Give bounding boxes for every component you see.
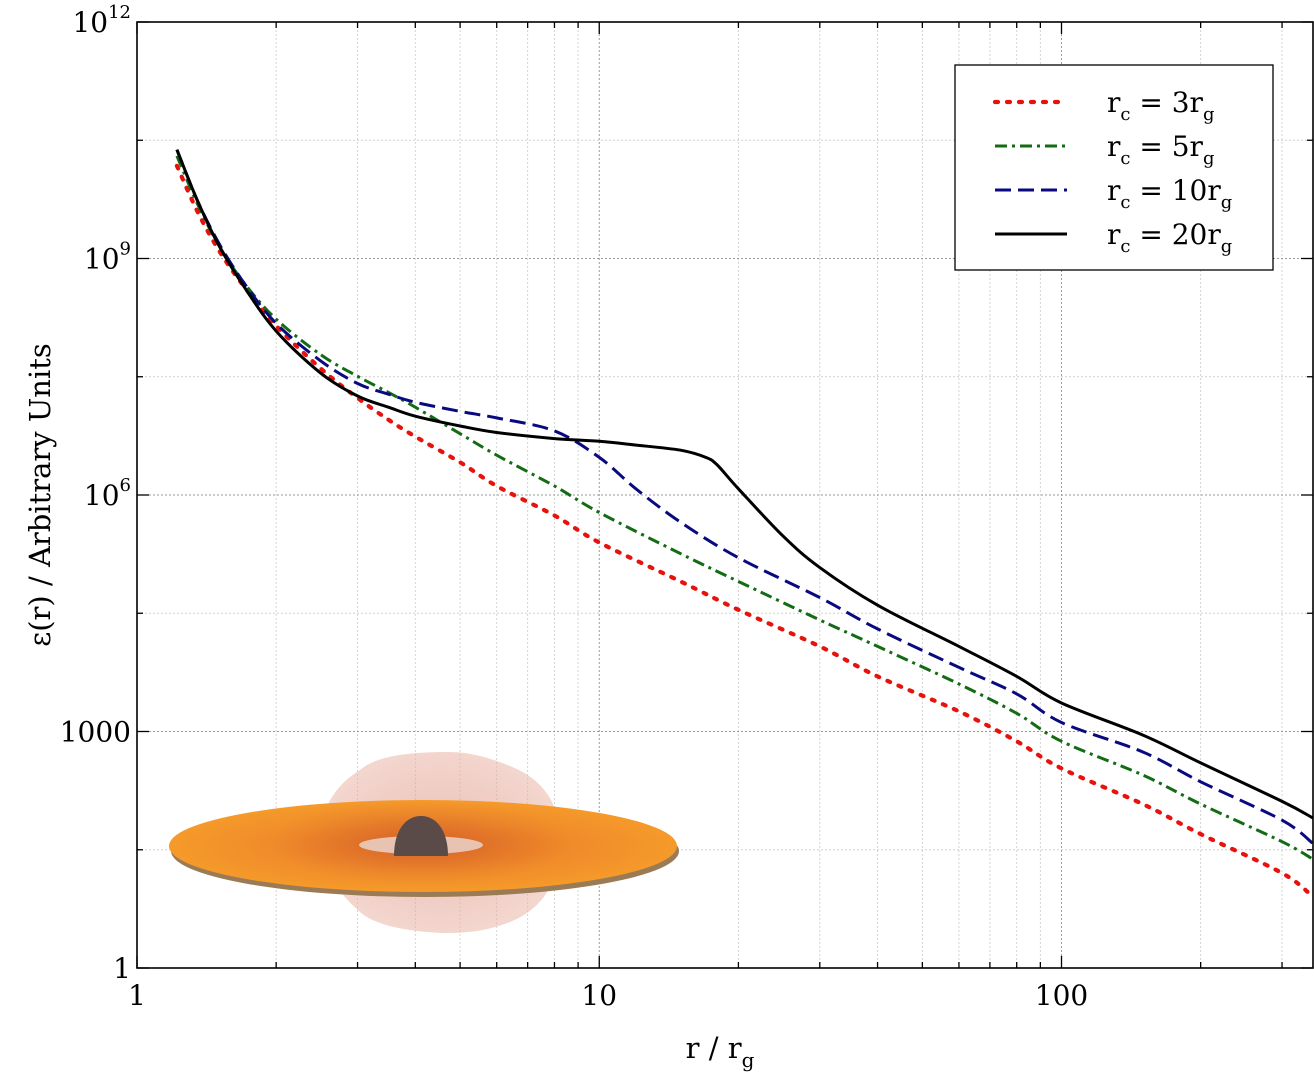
grid (137, 22, 1313, 968)
y-tick-label: 1 (113, 952, 131, 985)
legend-box (954, 64, 1274, 271)
x-tick-label: 1 (128, 979, 146, 1012)
series-line-2 (175, 155, 1314, 861)
x-tick-label: 100 (1035, 979, 1088, 1012)
x-axis-label: r / rg (686, 1031, 755, 1072)
series-layer (174, 149, 1314, 899)
tick-labels: 1 10 100 1 1000 106 109 1012 (60, 2, 1088, 1012)
legend-label: rc = 3rg (1107, 86, 1214, 125)
legend-label: rc = 20rg (1107, 218, 1232, 257)
accretion-disk-illustration (169, 752, 679, 933)
x-tick-label: 10 (581, 979, 617, 1012)
y-tick-label: 109 (84, 239, 131, 276)
plot-frame (136, 21, 1314, 969)
legend-label: rc = 10rg (1107, 174, 1232, 213)
y-axis-label: ε(r) / Arbitrary Units (23, 343, 57, 647)
legend-label: rc = 5rg (1107, 130, 1214, 169)
y-tick-label: 1012 (72, 2, 131, 39)
axes (136, 21, 1314, 969)
x-axis-label-subscript: g (742, 1048, 755, 1072)
y-tick-label: 1000 (60, 716, 131, 749)
y-tick-label: 106 (84, 475, 131, 512)
legend: rc = 3rg rc = 5rg rc = 10rg rc = 20rg (954, 64, 1274, 271)
series-line-4 (175, 149, 1314, 820)
black-hole (394, 816, 448, 856)
series-line-3 (175, 149, 1314, 845)
